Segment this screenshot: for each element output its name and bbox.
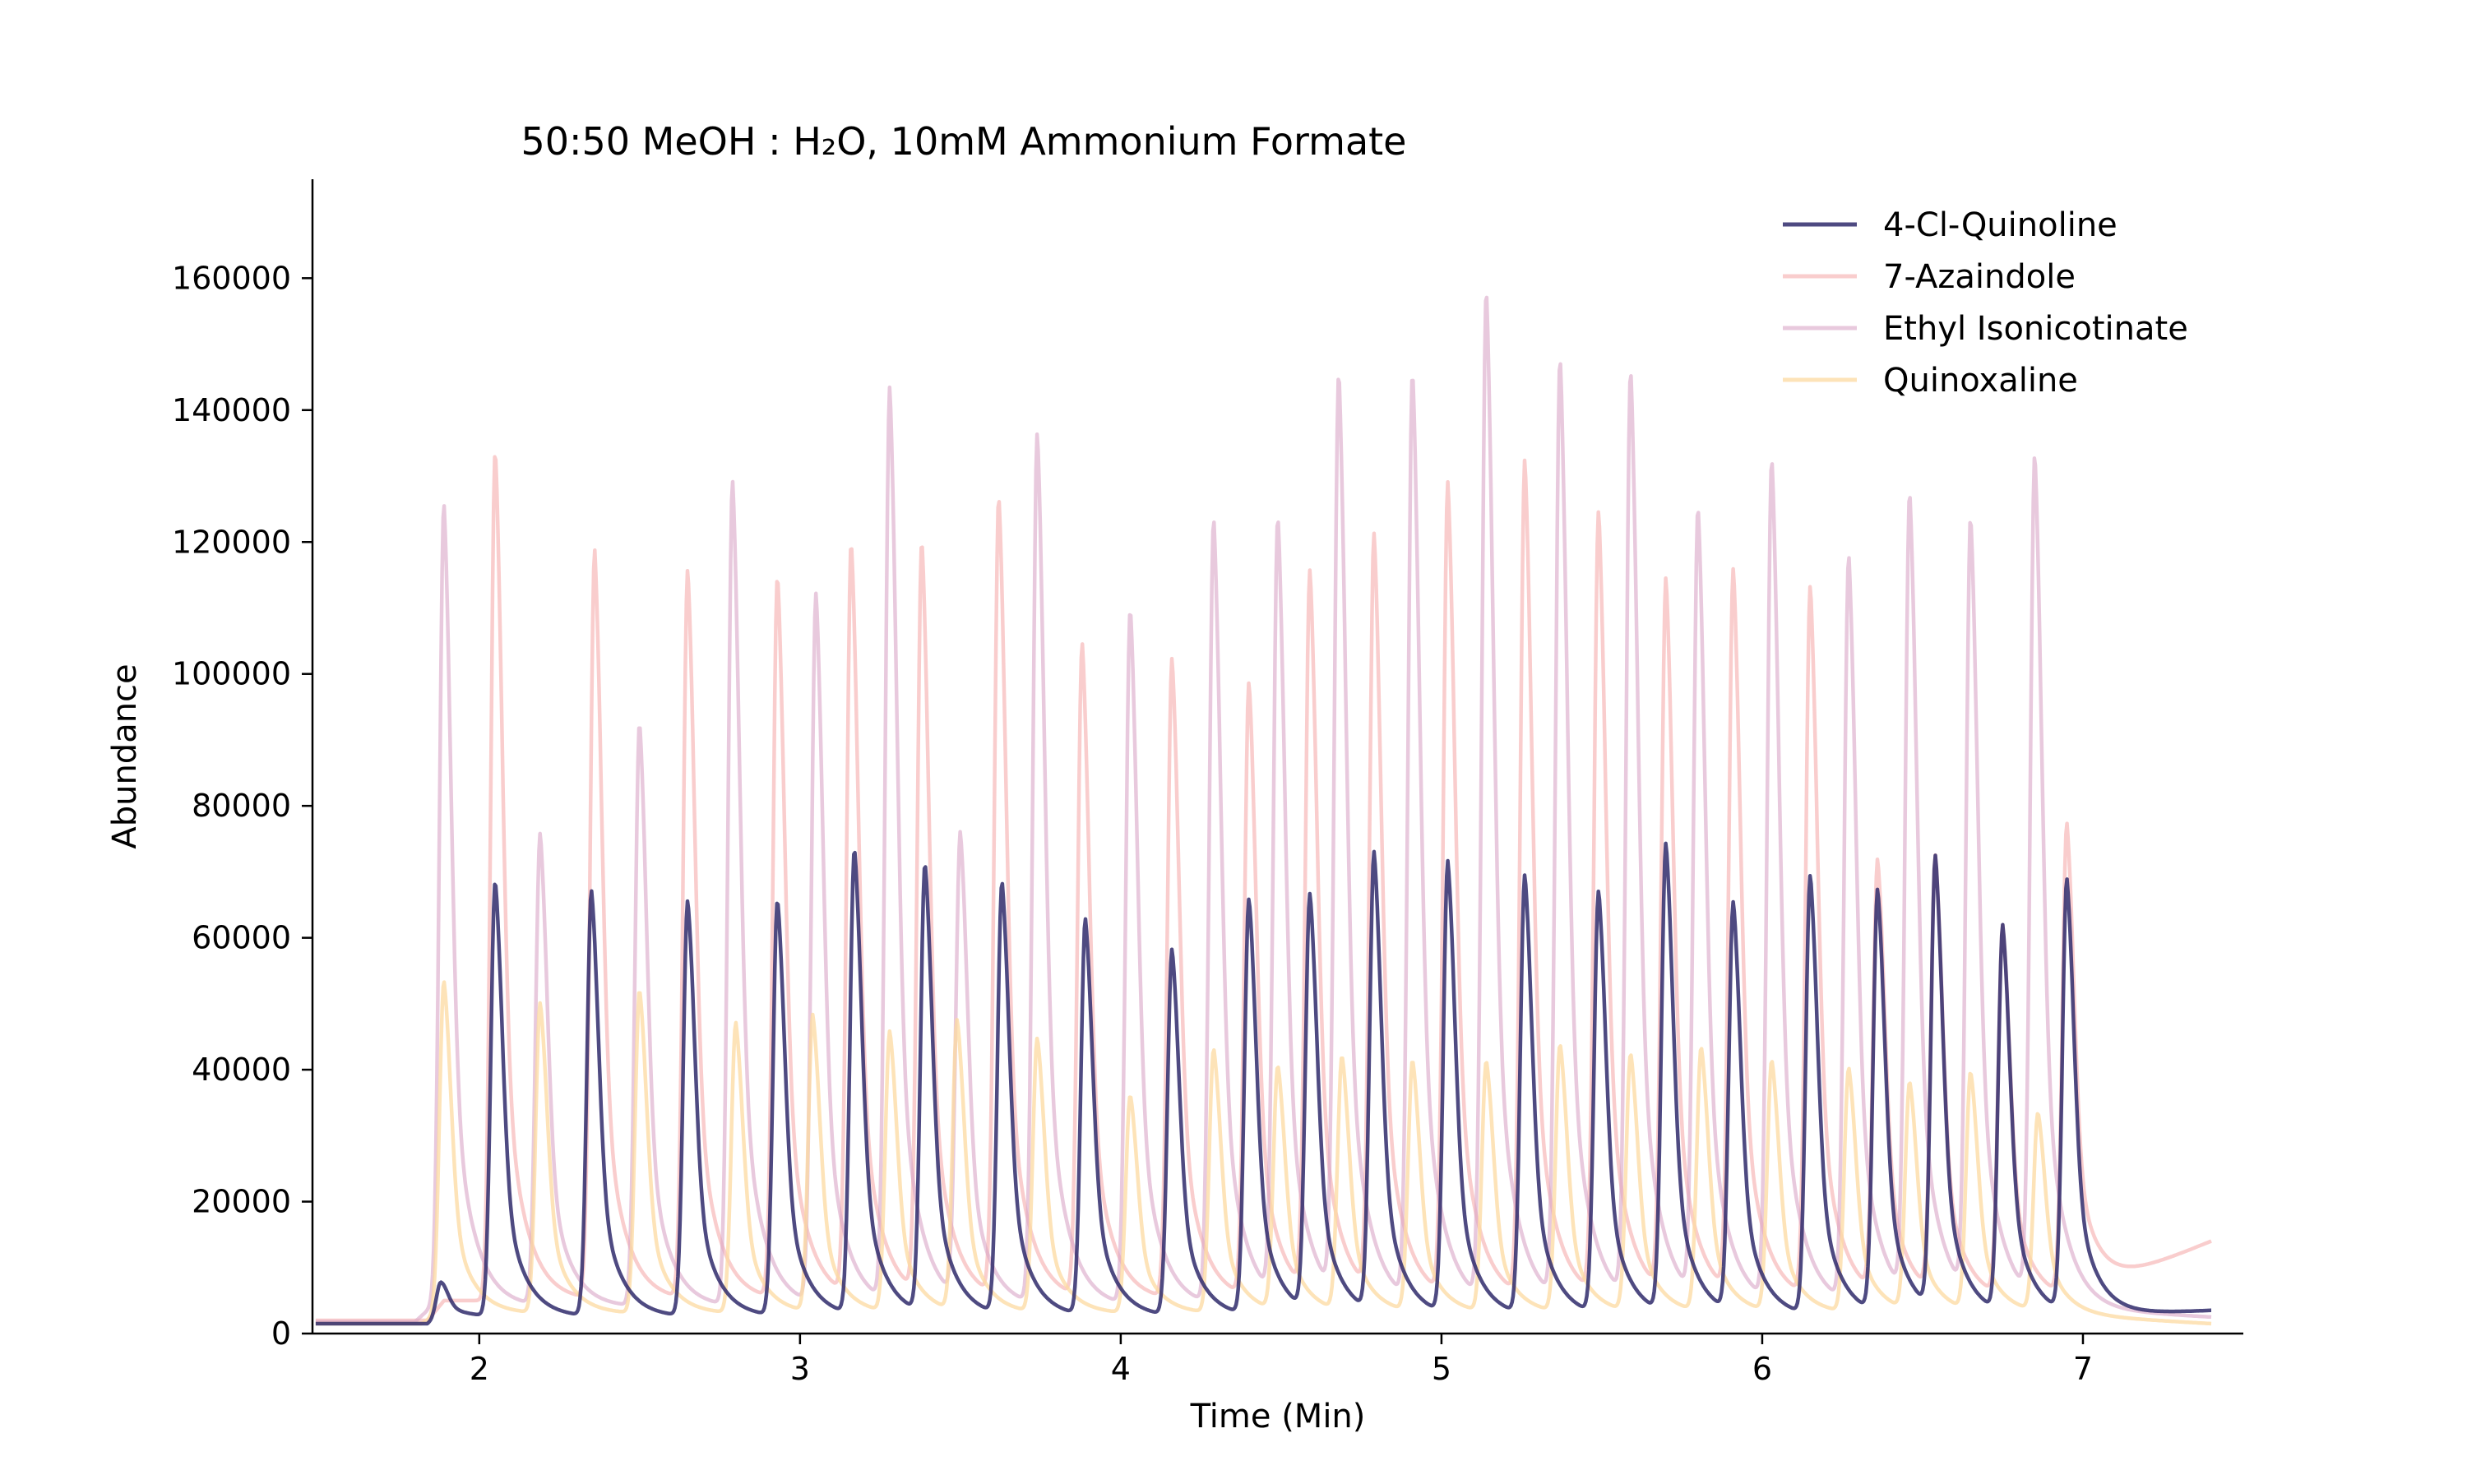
y-axis-label: Abundance <box>106 663 144 848</box>
x-tick-label: 4 <box>1111 1351 1131 1387</box>
x-tick-label: 6 <box>1752 1351 1772 1387</box>
y-tick-label: 80000 <box>192 788 291 824</box>
y-ticks: 0 20000 40000 60000 80000 100000 120000 140000 1… <box>172 260 312 1352</box>
y-tick-label: 140000 <box>172 392 291 428</box>
x-tick-label: 5 <box>1432 1351 1451 1387</box>
y-tick-label: 60000 <box>192 920 291 956</box>
x-tick-label: 7 <box>2073 1351 2093 1387</box>
y-tick-label: 120000 <box>172 524 291 560</box>
legend-label: 7-Azaindole <box>1883 258 2076 296</box>
y-tick-label: 100000 <box>172 656 291 692</box>
y-tick-label: 20000 <box>192 1184 291 1220</box>
legend-label: Quinoxaline <box>1883 362 2078 400</box>
legend-label: 4-Cl-Quinoline <box>1883 206 2118 244</box>
chart-title: 50:50 MeOH : H₂O, 10mM Ammonium Formate <box>521 119 1406 164</box>
x-tick-label: 3 <box>790 1351 810 1387</box>
y-tick-label: 0 <box>271 1315 291 1352</box>
y-tick-label: 40000 <box>192 1052 291 1088</box>
legend: 4-Cl-Quinoline 7-Azaindole Ethyl Isonicoti… <box>1783 206 2188 400</box>
x-axis-label: Time (Min) <box>1190 1398 1366 1435</box>
legend-label: Ethyl Isonicotinate <box>1883 310 2188 348</box>
y-tick-label: 160000 <box>172 260 291 296</box>
x-ticks: 2 3 4 5 6 7 <box>470 1334 2093 1387</box>
series-line-4-cl-quinoline <box>314 841 2212 1326</box>
series-line-quinoxaline <box>314 980 2212 1326</box>
series-layer <box>314 295 2212 1326</box>
x-tick-label: 2 <box>470 1351 489 1387</box>
